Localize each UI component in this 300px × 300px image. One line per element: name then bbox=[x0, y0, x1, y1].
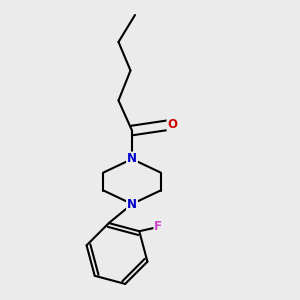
Text: O: O bbox=[167, 118, 178, 131]
Text: F: F bbox=[154, 220, 162, 233]
Text: N: N bbox=[127, 152, 137, 166]
Text: N: N bbox=[127, 197, 137, 211]
